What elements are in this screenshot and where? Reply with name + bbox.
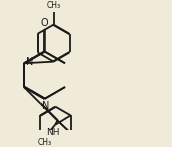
Text: N: N	[26, 57, 33, 67]
Text: O: O	[41, 18, 48, 28]
Text: CH₃: CH₃	[38, 138, 52, 147]
Text: NH: NH	[46, 128, 60, 137]
Text: N: N	[42, 101, 49, 111]
Text: CH₃: CH₃	[46, 1, 61, 10]
